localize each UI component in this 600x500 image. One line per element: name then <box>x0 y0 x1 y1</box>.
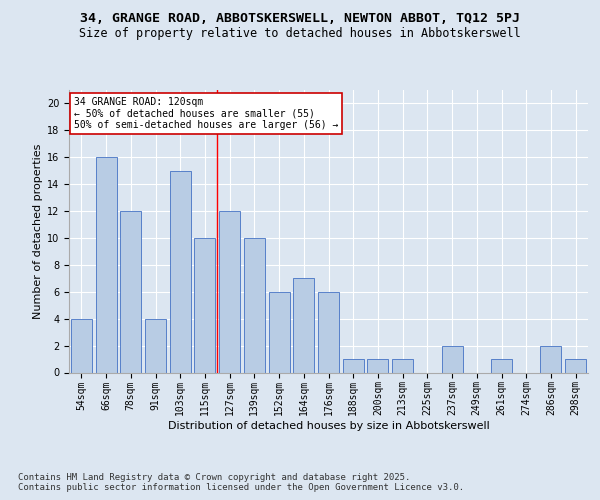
Bar <box>145 318 166 372</box>
Bar <box>170 170 191 372</box>
Bar <box>367 359 388 372</box>
X-axis label: Distribution of detached houses by size in Abbotskerswell: Distribution of detached houses by size … <box>167 421 490 431</box>
Bar <box>293 278 314 372</box>
Bar <box>343 359 364 372</box>
Bar <box>565 359 586 372</box>
Bar <box>219 211 240 372</box>
Bar <box>194 238 215 372</box>
Bar <box>318 292 339 372</box>
Bar <box>244 238 265 372</box>
Text: Contains HM Land Registry data © Crown copyright and database right 2025.
Contai: Contains HM Land Registry data © Crown c… <box>18 472 464 492</box>
Y-axis label: Number of detached properties: Number of detached properties <box>33 144 43 319</box>
Text: 34 GRANGE ROAD: 120sqm
← 50% of detached houses are smaller (55)
50% of semi-det: 34 GRANGE ROAD: 120sqm ← 50% of detached… <box>74 97 338 130</box>
Bar <box>442 346 463 372</box>
Bar <box>392 359 413 372</box>
Bar <box>120 211 141 372</box>
Text: 34, GRANGE ROAD, ABBOTSKERSWELL, NEWTON ABBOT, TQ12 5PJ: 34, GRANGE ROAD, ABBOTSKERSWELL, NEWTON … <box>80 12 520 26</box>
Text: Size of property relative to detached houses in Abbotskerswell: Size of property relative to detached ho… <box>79 28 521 40</box>
Bar <box>491 359 512 372</box>
Bar <box>269 292 290 372</box>
Bar <box>95 158 116 372</box>
Bar <box>541 346 562 372</box>
Bar <box>71 318 92 372</box>
